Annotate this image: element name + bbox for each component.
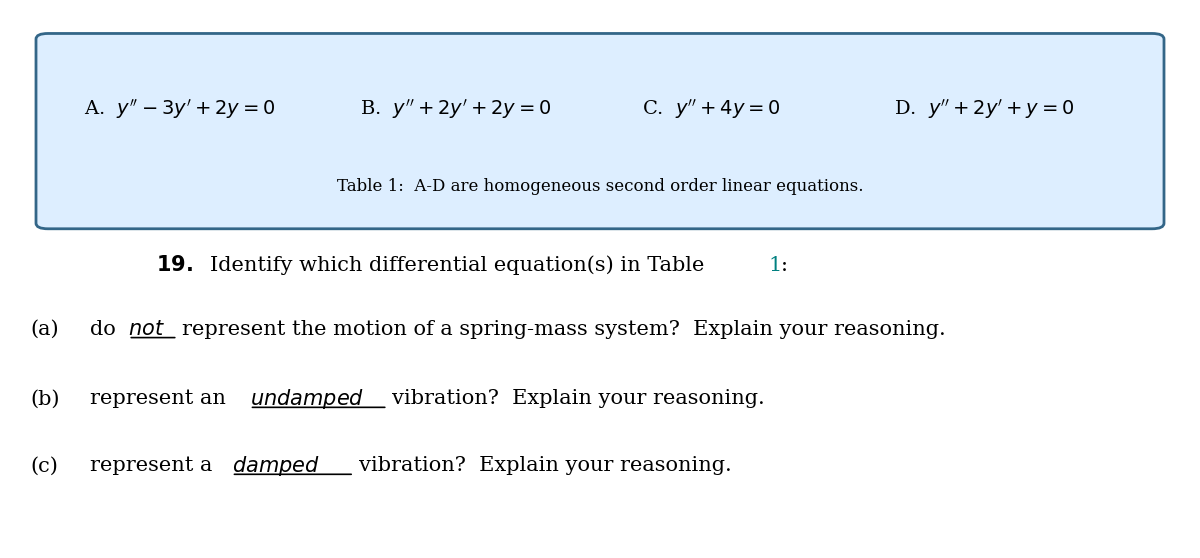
Text: vibration?  Explain your reasoning.: vibration? Explain your reasoning. (359, 456, 732, 475)
Text: (b): (b) (30, 389, 60, 408)
Text: Identify which differential equation(s) in Table: Identify which differential equation(s) … (210, 255, 704, 275)
Text: do: do (90, 320, 115, 339)
Text: represent an: represent an (90, 389, 226, 408)
Text: 1: 1 (768, 256, 781, 275)
Text: A.  $y'' - 3y' + 2y = 0$: A. $y'' - 3y' + 2y = 0$ (84, 97, 275, 121)
Text: (a): (a) (30, 320, 59, 339)
FancyBboxPatch shape (36, 33, 1164, 229)
Text: vibration?  Explain your reasoning.: vibration? Explain your reasoning. (392, 389, 766, 408)
Text: $\mathit{undamped}$: $\mathit{undamped}$ (250, 387, 364, 411)
Text: B.  $y'' + 2y' + 2y = 0$: B. $y'' + 2y' + 2y = 0$ (360, 97, 551, 121)
Text: $\mathbf{19.}$: $\mathbf{19.}$ (156, 255, 193, 275)
Text: $\mathit{not}$: $\mathit{not}$ (128, 320, 166, 339)
Text: (c): (c) (30, 456, 58, 475)
Text: represent the motion of a spring-mass system?  Explain your reasoning.: represent the motion of a spring-mass sy… (182, 320, 946, 339)
Text: represent a: represent a (90, 456, 212, 475)
Text: $\mathit{damped}$: $\mathit{damped}$ (232, 454, 319, 478)
Text: D.  $y'' + 2y' + y = 0$: D. $y'' + 2y' + y = 0$ (894, 97, 1074, 121)
Text: C.  $y'' + 4y = 0$: C. $y'' + 4y = 0$ (642, 97, 781, 121)
Text: :: : (781, 256, 788, 275)
Text: Table 1:  A-D are homogeneous second order linear equations.: Table 1: A-D are homogeneous second orde… (337, 179, 863, 195)
